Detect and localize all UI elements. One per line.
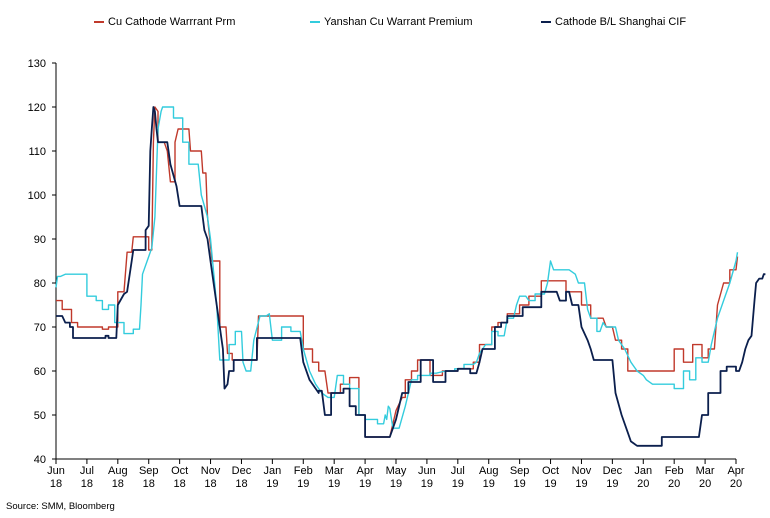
x-tick-label-month: Sep — [510, 465, 530, 477]
y-tick-label: 120 — [28, 102, 46, 114]
x-tick-label-year: 20 — [730, 478, 742, 490]
x-tick-label-year: 19 — [483, 478, 495, 490]
y-tick-label: 90 — [34, 234, 46, 246]
x-tick-label-month: Nov — [201, 465, 221, 477]
legend-label-cathode-bl-shanghai: Cathode B/L Shanghai CIF — [555, 16, 687, 28]
legend-item-cathode-bl-shanghai: Cathode B/L Shanghai CIF — [541, 16, 686, 28]
x-tick-label-month: Oct — [171, 465, 188, 477]
y-tick-label: 100 — [28, 190, 46, 202]
x-tick-label-year: 18 — [50, 478, 62, 490]
legend-item-yanshan-cu-warrant: Yanshan Cu Warrant Premium — [310, 16, 473, 28]
y-tick-label: 130 — [28, 58, 46, 70]
x-tick-label-month: Jul — [451, 465, 465, 477]
chart-axes: 405060708090100110120130Jun18Jul18Aug18S… — [28, 58, 745, 490]
chart-series — [55, 106, 766, 447]
x-tick-label-month: Jun — [47, 465, 65, 477]
x-tick-label-month: Aug — [108, 465, 128, 477]
x-tick-label-month: Mar — [696, 465, 715, 477]
x-tick-label-year: 19 — [575, 478, 587, 490]
chart-legend: Cu Cathode Warrrant Prm Yanshan Cu Warra… — [0, 16, 770, 36]
legend-swatch-cu-cathode-warrant — [94, 21, 104, 23]
x-tick-label-month: Oct — [542, 465, 559, 477]
x-tick-label-year: 19 — [266, 478, 278, 490]
series-line-3 — [56, 106, 766, 447]
legend-label-yanshan-cu-warrant: Yanshan Cu Warrant Premium — [324, 16, 473, 28]
x-tick-label-year: 18 — [174, 478, 186, 490]
x-tick-label-month: Dec — [232, 465, 252, 477]
x-tick-label-month: Jan — [263, 465, 281, 477]
x-tick-label-year: 19 — [452, 478, 464, 490]
x-tick-label-year: 18 — [235, 478, 247, 490]
x-tick-label-month: Apr — [727, 465, 744, 477]
x-tick-label-month: Feb — [294, 465, 313, 477]
x-tick-label-month: Jun — [418, 465, 436, 477]
legend-swatch-cathode-bl-shanghai — [541, 21, 551, 23]
x-tick-label-month: Dec — [603, 465, 623, 477]
x-tick-label-month: Feb — [665, 465, 684, 477]
legend-label-cu-cathode-warrant: Cu Cathode Warrrant Prm — [108, 16, 236, 28]
x-tick-label-month: Jul — [80, 465, 94, 477]
x-tick-label-month: Aug — [479, 465, 499, 477]
x-tick-label-year: 19 — [359, 478, 371, 490]
x-tick-label-month: May — [386, 465, 407, 477]
x-tick-label-year: 19 — [328, 478, 340, 490]
x-tick-label-month: Apr — [357, 465, 374, 477]
source-note: Source: SMM, Bloomberg — [6, 501, 115, 512]
x-tick-label-year: 20 — [637, 478, 649, 490]
x-tick-label-year: 19 — [544, 478, 556, 490]
x-tick-label-year: 19 — [606, 478, 618, 490]
series-line-1 — [56, 106, 739, 438]
legend-item-cu-cathode-warrant: Cu Cathode Warrrant Prm — [94, 16, 235, 28]
x-tick-label-year: 19 — [390, 478, 402, 490]
x-tick-label-year: 18 — [204, 478, 216, 490]
y-tick-label: 40 — [34, 454, 46, 466]
x-tick-label-year: 19 — [514, 478, 526, 490]
x-tick-label-year: 19 — [421, 478, 433, 490]
x-tick-label-year: 19 — [297, 478, 309, 490]
x-tick-label-year: 18 — [112, 478, 124, 490]
x-tick-label-month: Mar — [325, 465, 344, 477]
y-tick-label: 70 — [34, 322, 46, 334]
x-tick-label-month: Nov — [572, 465, 592, 477]
legend-swatch-yanshan-cu-warrant — [310, 21, 320, 23]
y-tick-label: 60 — [34, 366, 46, 378]
x-tick-label-year: 18 — [143, 478, 155, 490]
x-tick-label-month: Sep — [139, 465, 159, 477]
y-tick-label: 80 — [34, 278, 46, 290]
y-tick-label: 50 — [34, 410, 46, 422]
x-tick-label-year: 20 — [699, 478, 711, 490]
x-tick-label-year: 18 — [81, 478, 93, 490]
x-tick-label-month: Jan — [634, 465, 652, 477]
x-tick-label-year: 20 — [668, 478, 680, 490]
y-tick-label: 110 — [28, 146, 46, 158]
series-line-2 — [55, 106, 739, 429]
